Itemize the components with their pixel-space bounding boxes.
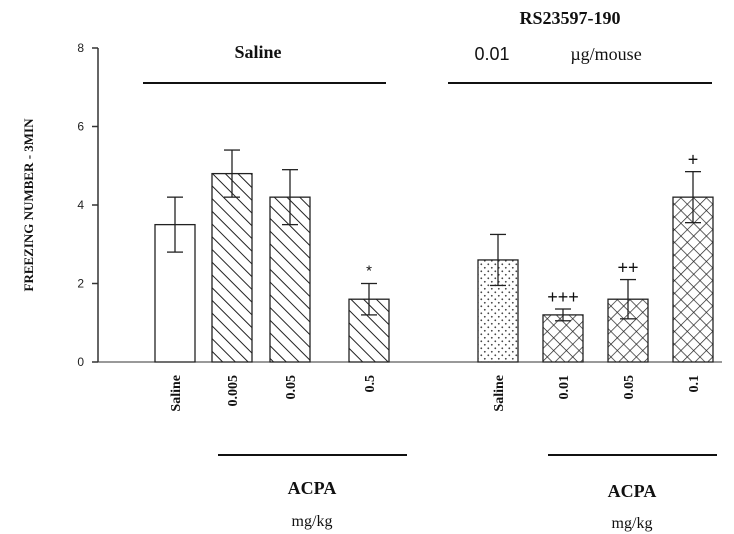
significance-g2-b2: +++ (547, 287, 579, 307)
group-2-unit: µg/mouse (570, 44, 641, 64)
bar-g1-b4 (348, 298, 390, 363)
bar-g1-b3 (269, 196, 311, 363)
x-tick-label-g1-b4: 0.5 (363, 375, 378, 393)
x-tick-label-g2-b2: 0.01 (557, 375, 572, 400)
bars: *++++++ (154, 149, 714, 363)
x-tick-label-g1-b3: 0.05 (284, 375, 299, 400)
acpa-bracket-2-label: ACPA (608, 481, 657, 501)
significance-g1-b4: * (366, 263, 372, 280)
y-tick-label-0: 0 (77, 355, 84, 369)
x-tick-labels: Saline 0.005 0.05 0.5 Saline 0.01 0.05 0.1 (169, 375, 702, 412)
bar-g1-b2 (211, 172, 253, 363)
x-tick-label-g1-b1: Saline (169, 375, 184, 412)
significance-g2-b4: + (688, 150, 699, 170)
y-tick-label-1: 2 (77, 277, 84, 291)
y-tick-label-2: 4 (77, 198, 84, 212)
acpa-bracket-2-unit: mg/kg (612, 515, 653, 532)
acpa-bracket-1-label: ACPA (288, 478, 337, 498)
x-tick-label-g2-b4: 0.1 (687, 375, 702, 393)
x-tick-label-g2-b1: Saline (492, 375, 507, 412)
group-2-dose: 0.01 (474, 44, 509, 64)
group-2-label: RS23597-190 (519, 8, 620, 28)
acpa-bracket-1-unit: mg/kg (292, 513, 333, 530)
y-axis-label: FREEZING NUMBER - 3MIN (21, 118, 36, 292)
y-axis-ticks: 0 2 4 6 8 (77, 41, 98, 369)
y-tick-label-4: 8 (77, 41, 84, 55)
group-1-label: Saline (234, 42, 281, 62)
x-tick-label-g1-b2: 0.005 (226, 375, 241, 407)
significance-g2-b3: ++ (617, 258, 638, 278)
x-tick-label-g2-b3: 0.05 (622, 375, 637, 400)
y-tick-label-3: 6 (77, 120, 84, 134)
bar-g2-b2 (542, 314, 584, 363)
bar-g2-b4 (672, 196, 714, 363)
